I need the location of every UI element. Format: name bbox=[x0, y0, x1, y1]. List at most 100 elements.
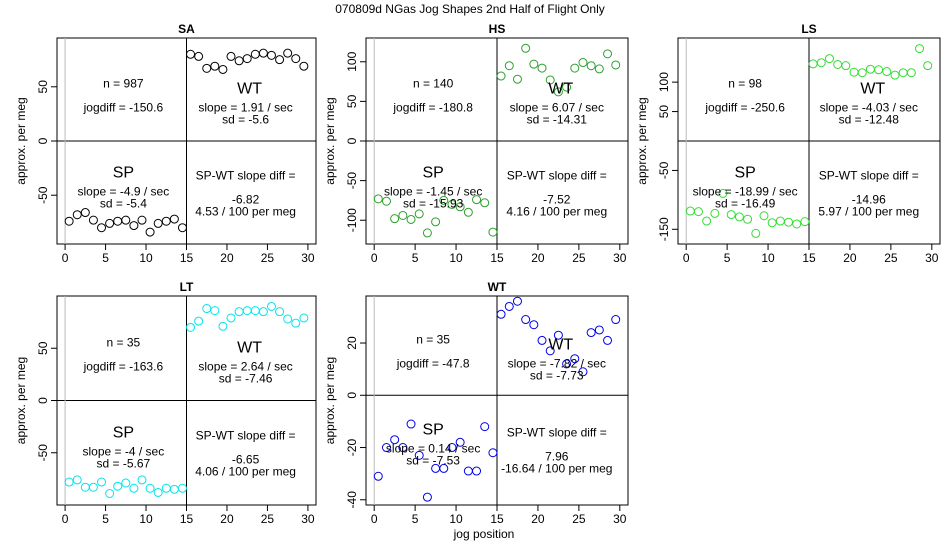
n-label: n = 987 bbox=[103, 77, 144, 91]
data-point bbox=[685, 206, 695, 216]
data-point bbox=[816, 58, 826, 68]
data-point bbox=[586, 61, 596, 71]
data-point bbox=[808, 59, 818, 69]
data-point bbox=[218, 64, 228, 74]
data-point bbox=[906, 68, 916, 78]
y-axis-label: approx. per meg bbox=[323, 97, 337, 184]
slope-diff-value: -7.52 bbox=[543, 192, 571, 206]
slope-diff-per-meg: 4.16 / 100 per meg bbox=[506, 204, 607, 218]
data-point bbox=[594, 64, 604, 74]
data-point bbox=[915, 44, 925, 54]
data-point bbox=[406, 419, 416, 429]
data-point bbox=[857, 68, 867, 78]
data-point bbox=[718, 188, 728, 198]
data-point bbox=[480, 198, 490, 208]
data-point bbox=[390, 214, 400, 224]
data-point bbox=[833, 59, 843, 69]
data-point bbox=[80, 208, 90, 218]
data-point bbox=[800, 217, 810, 227]
x-tick-label: 20 bbox=[531, 512, 545, 526]
x-tick-label: 20 bbox=[843, 251, 857, 265]
data-point bbox=[64, 477, 74, 487]
data-point bbox=[373, 471, 383, 481]
data-point bbox=[594, 325, 604, 335]
slope-diff-title: SP-WT slope diff = bbox=[819, 168, 919, 182]
sp-slope-label: slope = -4 / sec bbox=[83, 445, 165, 459]
data-point bbox=[488, 227, 498, 237]
data-point bbox=[291, 318, 301, 328]
data-point bbox=[553, 87, 563, 97]
y-tick-label: -50 bbox=[345, 172, 359, 190]
sp-label: SP bbox=[422, 164, 443, 181]
slope-diff-per-meg: 4.06 / 100 per meg bbox=[195, 465, 296, 479]
x-tick-label: 5 bbox=[102, 512, 109, 526]
data-point bbox=[578, 58, 588, 68]
y-tick-label: 0 bbox=[36, 397, 50, 404]
data-point bbox=[105, 218, 115, 228]
sp-slope-label: slope = -1.45 / sec bbox=[384, 184, 482, 198]
panel-hs: HS 0 5 10 15 20 25 30 -100 -50 0 50 100 approx. per m… bbox=[323, 22, 629, 265]
data-point bbox=[299, 313, 309, 323]
data-point bbox=[702, 216, 712, 226]
y-tick-label: -50 bbox=[36, 186, 50, 204]
data-point bbox=[751, 228, 761, 238]
y-tick-label: 0 bbox=[345, 137, 359, 144]
data-point bbox=[121, 215, 131, 225]
data-point bbox=[512, 296, 522, 306]
y-tick-label: -40 bbox=[345, 491, 359, 509]
x-tick-label: 25 bbox=[261, 251, 275, 265]
data-point bbox=[202, 304, 212, 314]
data-point bbox=[226, 51, 236, 61]
sp-slope-label: slope = -4.9 / sec bbox=[78, 184, 170, 198]
data-point bbox=[283, 48, 293, 58]
data-point bbox=[841, 61, 851, 71]
data-point bbox=[447, 199, 457, 209]
panel-ls: LS 0 5 10 15 20 25 30 -150 -50 50 100 approx. per me… bbox=[635, 22, 941, 265]
slope-diff-title: SP-WT slope diff = bbox=[196, 429, 296, 443]
data-point bbox=[381, 196, 391, 206]
sp-slope-label: slope = -18.99 / sec bbox=[693, 184, 798, 198]
data-point bbox=[545, 75, 555, 85]
data-point bbox=[283, 314, 293, 324]
data-point bbox=[775, 216, 785, 226]
wt-label: WT bbox=[237, 339, 262, 356]
x-tick-label: 15 bbox=[180, 512, 194, 526]
wt-sd-label: sd = -5.6 bbox=[222, 113, 269, 127]
y-tick-label: -100 bbox=[345, 208, 359, 232]
sp-sd-label: sd = -15.93 bbox=[403, 196, 464, 210]
data-point bbox=[603, 335, 613, 345]
data-point bbox=[169, 214, 179, 224]
x-tick-label: 20 bbox=[220, 251, 234, 265]
data-point bbox=[72, 210, 82, 220]
data-point bbox=[186, 322, 196, 332]
wt-slope-label: slope = 1.91 / sec bbox=[198, 101, 292, 115]
data-point bbox=[210, 61, 220, 71]
slope-diff-title: SP-WT slope diff = bbox=[507, 168, 607, 182]
y-tick-label: 100 bbox=[345, 51, 359, 71]
jogdiff-label: jogdiff = -150.6 bbox=[83, 101, 164, 115]
slope-diff-per-meg: 5.97 / 100 per meg bbox=[818, 204, 919, 218]
data-point bbox=[455, 202, 465, 212]
data-point bbox=[194, 51, 204, 61]
x-tick-label: 15 bbox=[490, 512, 504, 526]
data-point bbox=[537, 335, 547, 345]
data-point bbox=[80, 482, 90, 492]
data-point bbox=[586, 328, 596, 338]
sp-sd-label: sd = -5.4 bbox=[100, 196, 147, 210]
data-point bbox=[210, 306, 220, 316]
data-point bbox=[767, 218, 777, 228]
x-tick-label: 30 bbox=[925, 251, 939, 265]
data-point bbox=[890, 70, 900, 80]
data-point bbox=[422, 228, 432, 238]
slope-diff-title: SP-WT slope diff = bbox=[196, 168, 296, 182]
y-tick-label: 0 bbox=[345, 392, 359, 399]
data-point bbox=[88, 482, 98, 492]
n-label: n = 35 bbox=[107, 335, 141, 349]
data-point bbox=[291, 54, 301, 64]
data-point bbox=[422, 492, 432, 502]
x-tick-label: 5 bbox=[102, 251, 109, 265]
data-point bbox=[97, 477, 107, 487]
data-point bbox=[726, 210, 736, 220]
